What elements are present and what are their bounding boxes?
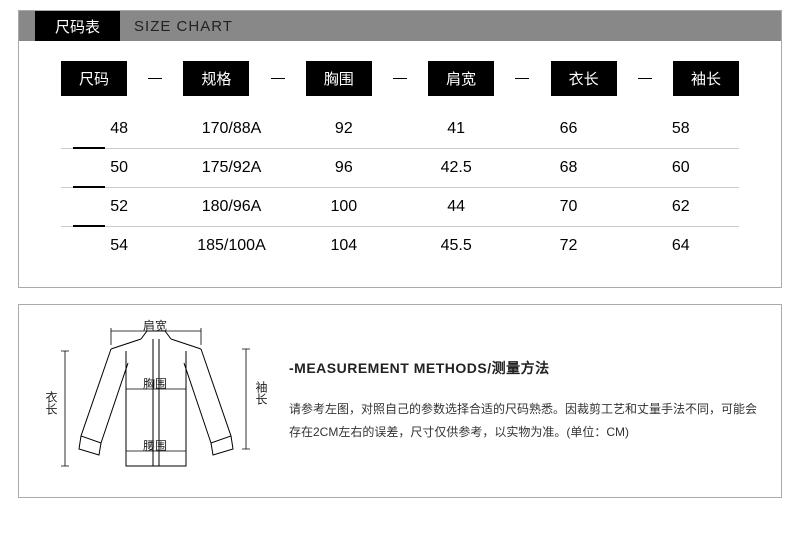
lbl-length: 衣长: [43, 391, 60, 415]
row-divider: [61, 187, 739, 188]
table-cell: 45.5: [400, 237, 512, 255]
table-cell: 44: [400, 198, 512, 216]
table-cell: 70: [512, 198, 624, 216]
lbl-chest: 胸围: [143, 375, 167, 392]
row-divider: [61, 226, 739, 227]
table-row: 48170/88A92416658: [59, 110, 741, 148]
shirt-diagram: 肩宽 胸围 腰围 衣长 袖长: [41, 321, 271, 481]
lbl-sleeve: 袖长: [253, 381, 270, 405]
table-cell: 60: [625, 159, 737, 177]
table-row: 50175/92A9642.56860: [59, 149, 741, 187]
table-cell: 92: [288, 120, 400, 138]
measurement-title: -MEASUREMENT METHODS/测量方法: [289, 358, 759, 378]
table-cell: 54: [63, 237, 175, 255]
table-cell: 104: [288, 237, 400, 255]
table-cell: 180/96A: [175, 198, 287, 216]
table-cell: 58: [625, 120, 737, 138]
size-chart-panel: 尺码表 SIZE CHART 尺码 规格 胸围 肩宽 衣长 袖长 48170/8…: [18, 10, 782, 288]
col-shoulder: 肩宽: [428, 61, 494, 96]
row-divider: [61, 148, 739, 149]
table-cell: 68: [512, 159, 624, 177]
col-chest: 胸围: [306, 61, 372, 96]
table-cell: 170/88A: [175, 120, 287, 138]
table-cell: 175/92A: [175, 159, 287, 177]
title-cn: 尺码表: [35, 11, 120, 41]
table-cell: 64: [625, 237, 737, 255]
table-cell: 50: [63, 159, 175, 177]
title-en: SIZE CHART: [120, 18, 233, 35]
table-cell: 41: [400, 120, 512, 138]
col-length: 衣长: [551, 61, 617, 96]
size-chart-body: 尺码 规格 胸围 肩宽 衣长 袖长 48170/88A9241665850175…: [19, 41, 781, 287]
table-cell: 66: [512, 120, 624, 138]
size-chart-title-bar: 尺码表 SIZE CHART: [19, 11, 781, 41]
table-cell: 52: [63, 198, 175, 216]
col-size: 尺码: [61, 61, 127, 96]
size-chart-header-row: 尺码 规格 胸围 肩宽 衣长 袖长: [59, 61, 741, 110]
lbl-waist: 腰围: [143, 437, 167, 454]
table-cell: 96: [288, 159, 400, 177]
measurement-text: -MEASUREMENT METHODS/测量方法 请参考左图，对照自己的参数选…: [289, 358, 759, 444]
table-cell: 72: [512, 237, 624, 255]
table-cell: 100: [288, 198, 400, 216]
measurement-body: 请参考左图，对照自己的参数选择合适的尺码熟悉。因裁剪工艺和丈量手法不同，可能会存…: [289, 398, 759, 444]
table-row: 54185/100A10445.57264: [59, 227, 741, 265]
measurement-panel: 肩宽 胸围 腰围 衣长 袖长 -MEASUREMENT METHODS/测量方法…: [18, 304, 782, 498]
table-cell: 42.5: [400, 159, 512, 177]
col-spec: 规格: [183, 61, 249, 96]
size-chart-rows: 48170/88A9241665850175/92A9642.568605218…: [59, 110, 741, 265]
lbl-shoulder: 肩宽: [143, 317, 167, 334]
table-row: 52180/96A100447062: [59, 188, 741, 226]
table-cell: 48: [63, 120, 175, 138]
col-sleeve: 袖长: [673, 61, 739, 96]
table-cell: 62: [625, 198, 737, 216]
table-cell: 185/100A: [175, 237, 287, 255]
